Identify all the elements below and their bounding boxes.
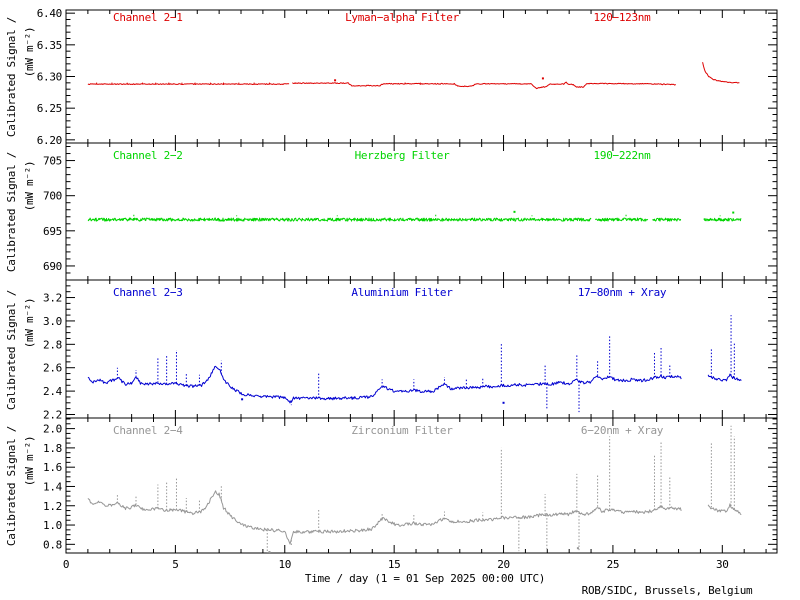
outlier-dot (268, 551, 271, 554)
panel-border (65, 142, 778, 281)
y-tick-label: 6.25 (37, 102, 62, 115)
x-tick-label: 25 (607, 558, 620, 571)
series-line (703, 217, 742, 222)
y-tick-label: 0.8 (43, 538, 62, 551)
panel2-ylabel-text: Calibrated Signal / (5, 151, 18, 273)
panel1-ylabel-text: Calibrated Signal / (5, 16, 18, 138)
panel4-ylabel-units: (mW m⁻²) (23, 435, 36, 487)
series-line (292, 81, 677, 90)
y-tick-label: 6.35 (37, 39, 62, 52)
x-axis-title: Time / day (1 = 01 Sep 2025 00:00 UTC) (304, 572, 546, 585)
series-line (707, 373, 742, 382)
outlier-dot (541, 77, 544, 80)
y-tick-label: 3.0 (43, 315, 62, 328)
series-line (595, 217, 649, 222)
y-tick-label: 1.4 (43, 480, 63, 493)
outlier-dot (576, 547, 579, 550)
y-tick-label: 2.0 (43, 423, 62, 436)
y-tick-label: 6.20 (37, 134, 62, 147)
x-tick-label: 15 (388, 558, 401, 571)
pan4-band-label: 6−20nm + Xray (580, 424, 664, 437)
y-tick-label: 2.6 (43, 362, 62, 375)
outlier-dot (502, 401, 505, 404)
y-tick-label: 1.2 (43, 500, 62, 513)
series-line (652, 217, 682, 222)
panel-border (65, 279, 778, 419)
credit-text: ROB/SIDC, Brussels, Belgium (581, 584, 753, 597)
panel1-band-label: 120−123nm (593, 11, 651, 24)
panel2-filter-label: Herzberg Filter (354, 149, 450, 162)
y-tick-label: 2.2 (43, 408, 62, 421)
panel3-ylabel-text: Calibrated Signal / (5, 289, 18, 411)
panel3-band-label: 17−80nm + Xray (577, 286, 667, 299)
y-tick-label: 1.8 (43, 442, 62, 455)
y-tick-label: 700 (43, 190, 62, 203)
panel-border (65, 9, 778, 144)
panel3-filter-label: Aluminium Filter (351, 286, 453, 299)
panel3-channel-label: Channel 2−3 (113, 286, 183, 299)
panel1-filter-label: Lyman−alpha Filter (345, 11, 459, 24)
outlier-dot (241, 398, 244, 401)
panel2-ylabel-units: (mW m⁻²) (23, 160, 36, 212)
y-tick-label: 705 (43, 155, 62, 168)
series-line (707, 503, 742, 515)
panel1-channel-label: Channel 2−1 (113, 11, 183, 24)
outlier-dot (334, 79, 337, 82)
series-line (87, 83, 290, 85)
x-tick-label: 5 (172, 558, 178, 571)
y-tick-label: 1.6 (43, 461, 62, 474)
series-line (702, 62, 740, 84)
panel3-ylabel-units: (mW m⁻²) (23, 297, 36, 349)
panel4-channel-label: Channel 2−4 (113, 424, 183, 437)
outlier-dot (513, 210, 516, 213)
y-tick-label: 2.8 (43, 338, 62, 351)
y-tick-label: 3.2 (43, 292, 62, 305)
outlier-dot (732, 211, 735, 214)
series-line (87, 217, 592, 222)
y-tick-label: 6.40 (37, 7, 62, 20)
panel4-filter-label: Zirconium Filter (351, 424, 453, 437)
y-tick-label: 2.4 (43, 385, 63, 398)
y-tick-label: 690 (43, 260, 62, 273)
y-tick-label: 6.30 (37, 71, 62, 84)
series-line (87, 365, 682, 404)
y-tick-label: 695 (43, 225, 62, 238)
panel1-ylabel-units: (mW m⁻²) (23, 26, 36, 78)
x-tick-label: 10 (278, 558, 291, 571)
panel-border (65, 417, 778, 554)
x-tick-label: 0 (63, 558, 69, 571)
panel2-channel-label: Channel 2−2 (113, 149, 183, 162)
panel4-ylabel-text: Calibrated Signal / (5, 425, 18, 547)
x-tick-label: 20 (497, 558, 510, 571)
y-tick-label: 1.0 (43, 519, 62, 532)
panel2-band-label: 190−222nm (593, 149, 651, 162)
x-tick-label: 30 (716, 558, 729, 571)
